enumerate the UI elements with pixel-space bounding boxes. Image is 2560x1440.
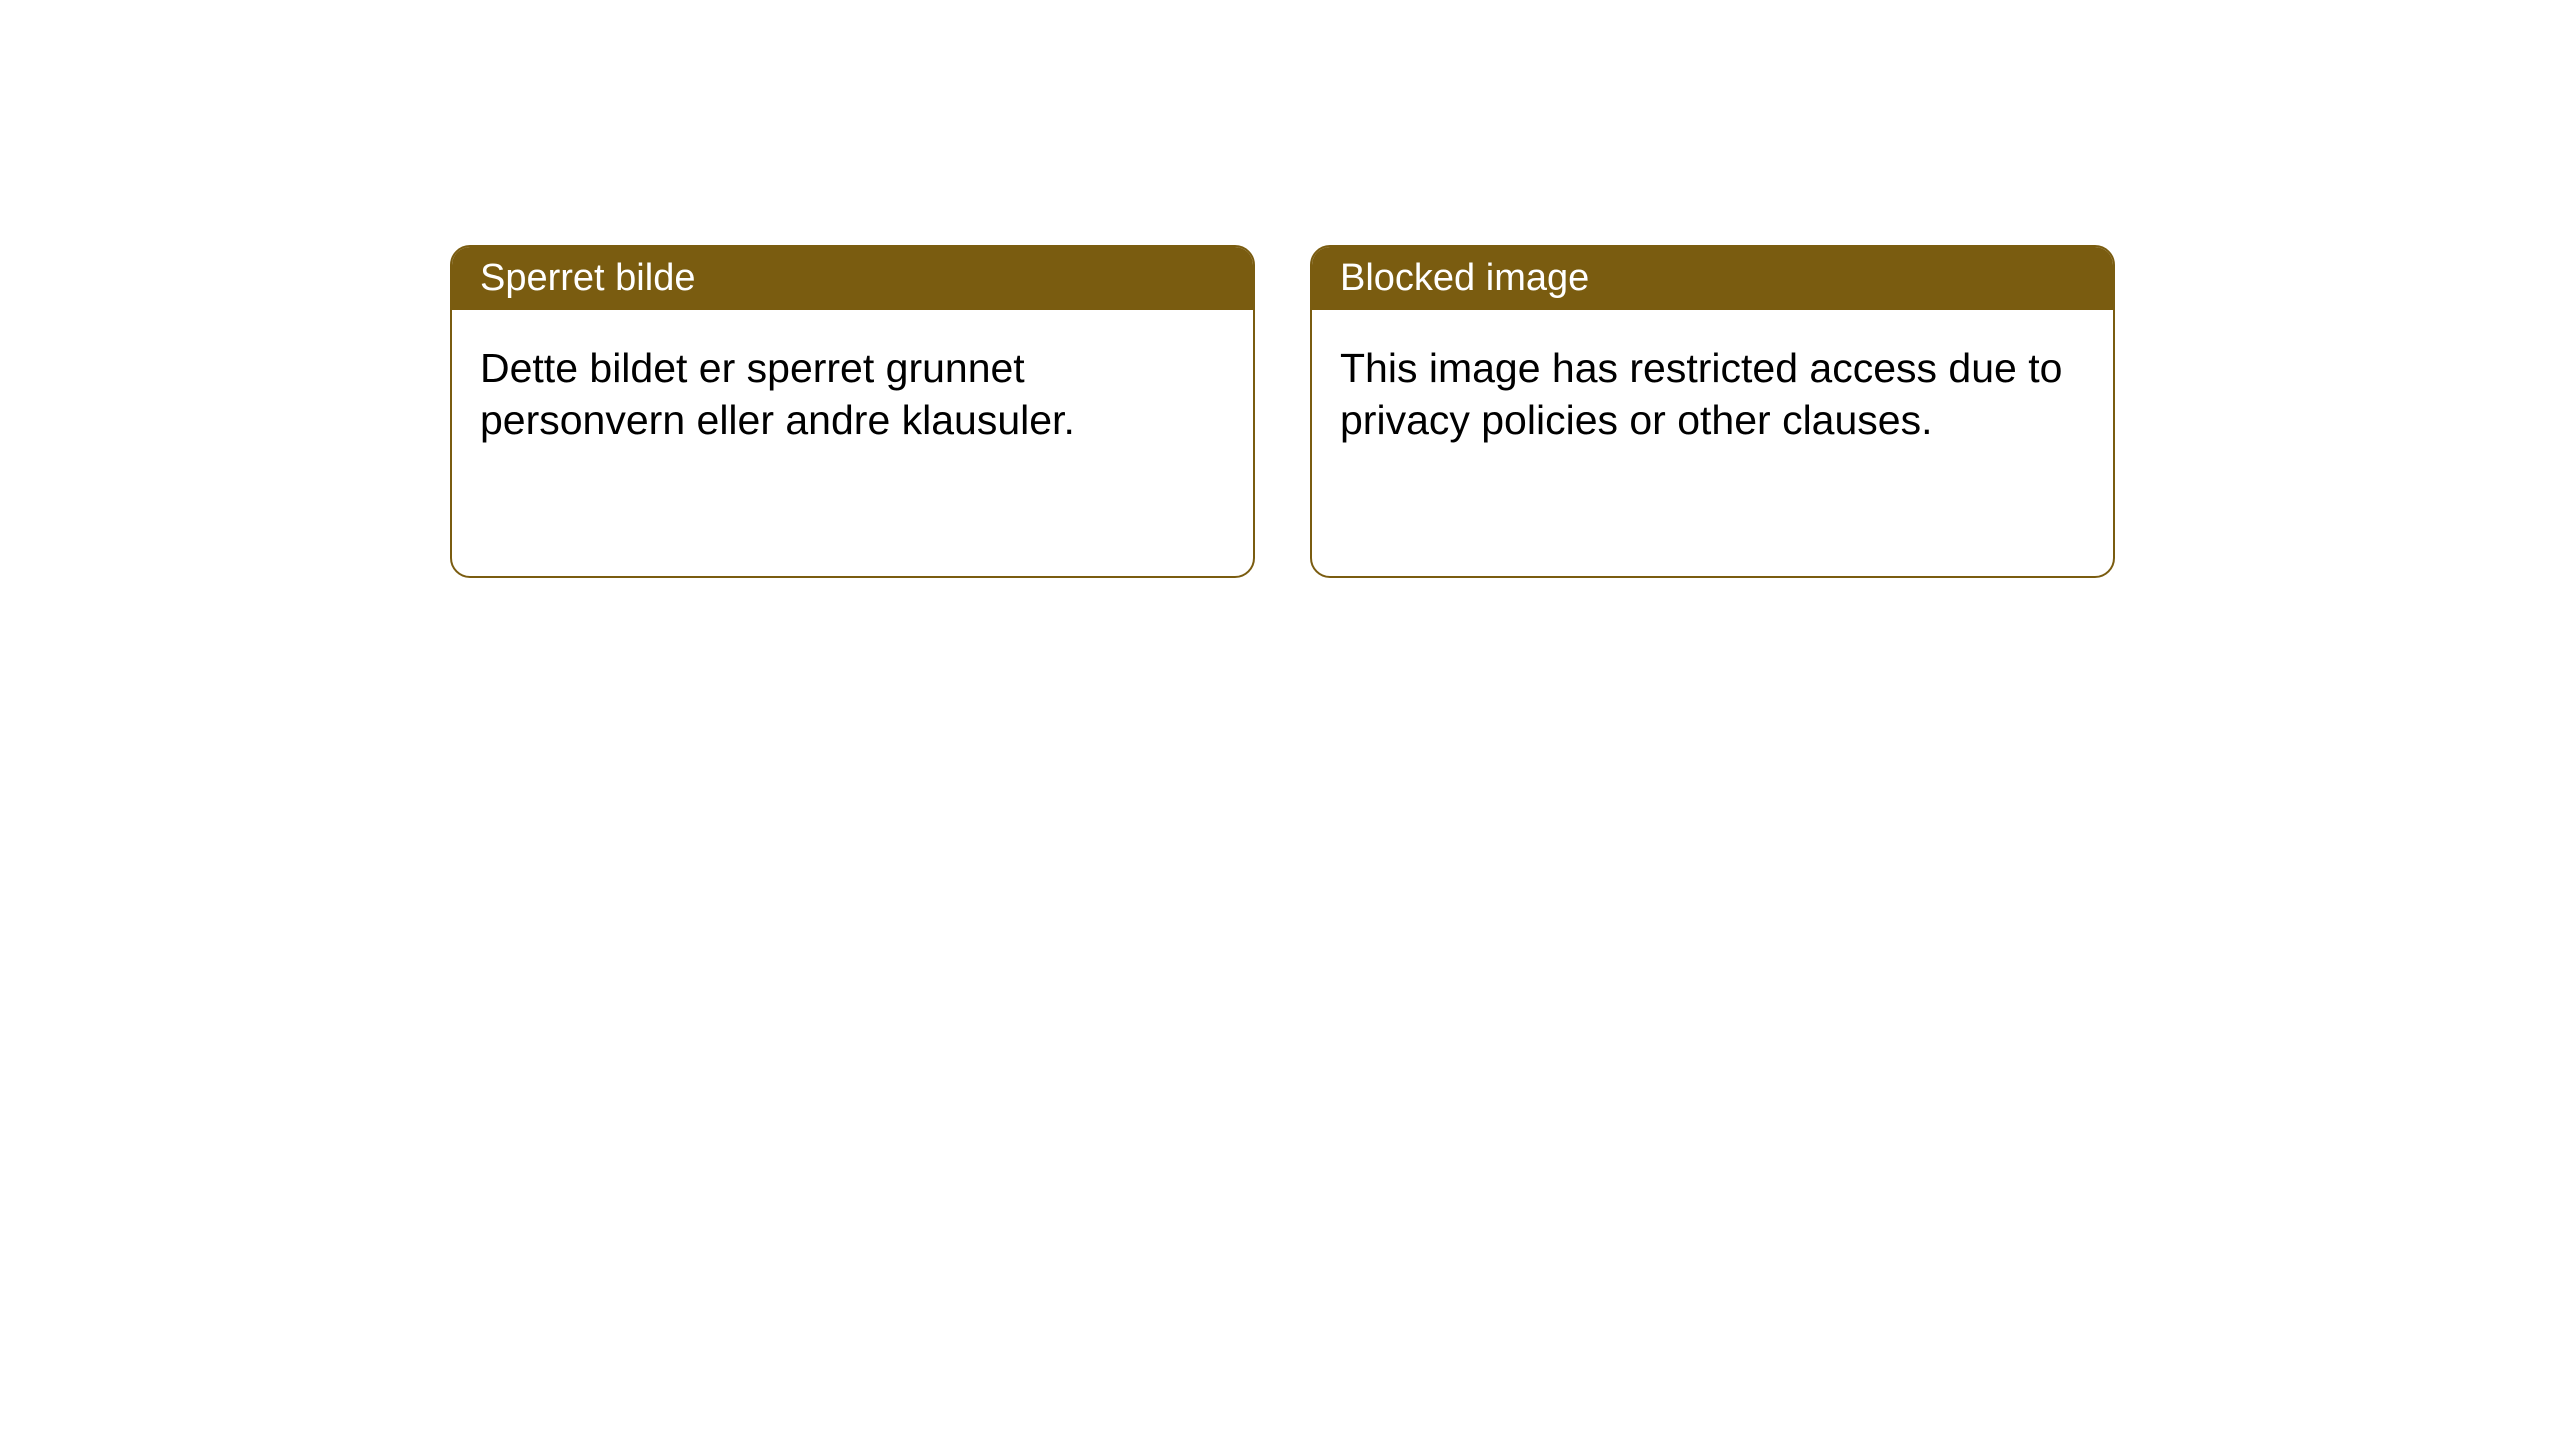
card-body: Dette bildet er sperret grunnet personve… bbox=[452, 310, 1253, 479]
card-header: Sperret bilde bbox=[452, 247, 1253, 310]
notice-cards-container: Sperret bilde Dette bildet er sperret gr… bbox=[450, 245, 2560, 578]
card-title: Sperret bilde bbox=[480, 257, 695, 299]
card-title: Blocked image bbox=[1340, 257, 1589, 299]
card-header: Blocked image bbox=[1312, 247, 2113, 310]
card-body: This image has restricted access due to … bbox=[1312, 310, 2113, 479]
card-body-text: This image has restricted access due to … bbox=[1340, 345, 2062, 443]
card-body-text: Dette bildet er sperret grunnet personve… bbox=[480, 345, 1075, 443]
notice-card-norwegian: Sperret bilde Dette bildet er sperret gr… bbox=[450, 245, 1255, 578]
notice-card-english: Blocked image This image has restricted … bbox=[1310, 245, 2115, 578]
